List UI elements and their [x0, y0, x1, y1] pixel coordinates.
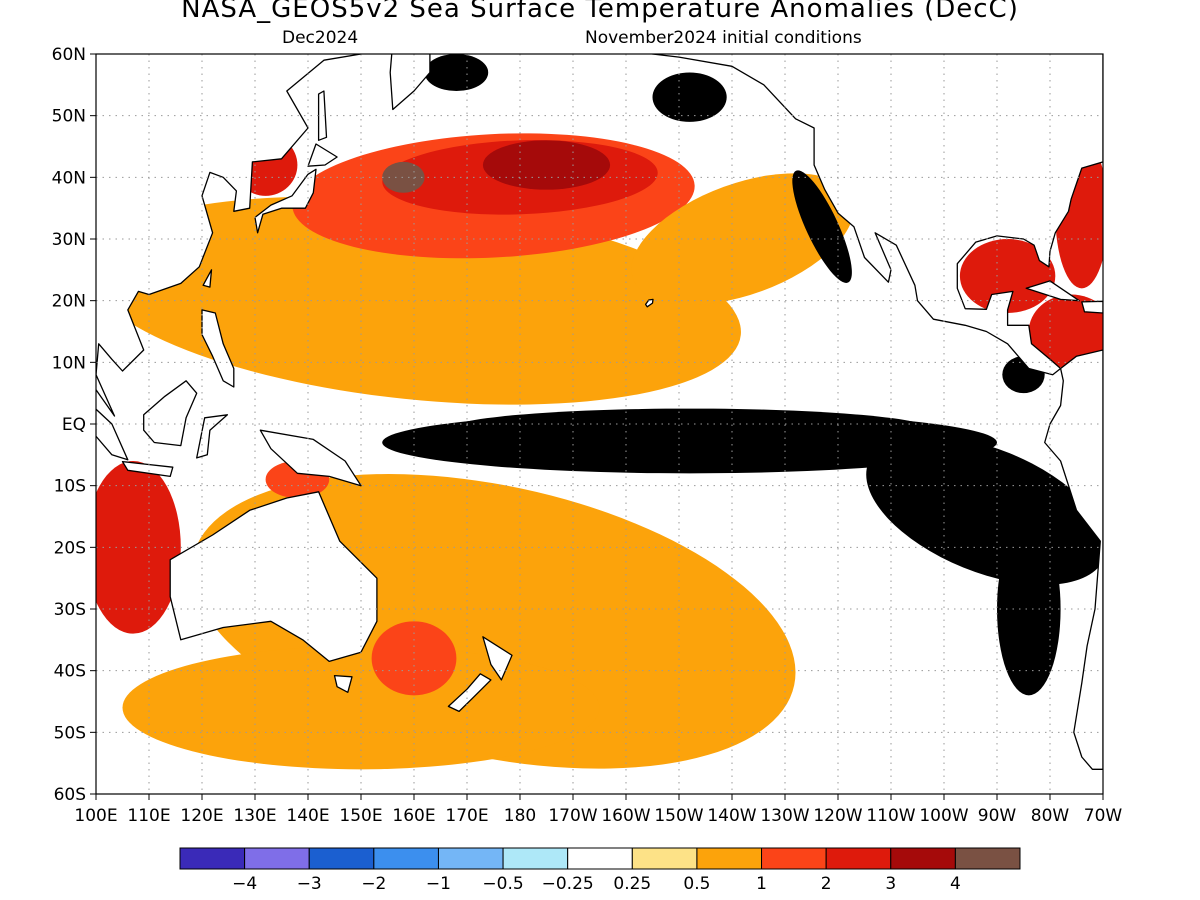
sumatra-land	[96, 408, 129, 461]
lon-label: 100E	[74, 806, 117, 826]
lat-label: 50S	[54, 723, 86, 743]
colorbar-label: −2	[361, 874, 386, 894]
kamchatka-land	[389, 54, 431, 111]
colorbar-swatch	[244, 847, 310, 870]
colorbar-swatch	[179, 847, 246, 870]
colorbar-swatch	[437, 847, 504, 870]
lat-label: 30S	[54, 600, 86, 620]
lon-label: 90W	[978, 806, 1017, 826]
map-title: NASA_GEOS5v2 Sea Surface Temperature Ano…	[181, 0, 1019, 24]
new-guinea-land	[259, 429, 362, 487]
colorbar-swatch	[696, 847, 763, 870]
lat-label: 60S	[54, 785, 86, 805]
colorbar-swatch	[631, 847, 698, 870]
colorbar-label: −3	[297, 874, 322, 894]
taiwan-land	[202, 269, 213, 288]
colorbar-label: −0.25	[542, 874, 594, 894]
lat-label: 40N	[52, 168, 86, 188]
lon-label: 170W	[548, 806, 597, 826]
sakhalin-land	[317, 90, 328, 141]
init-conditions-label: November2024 initial conditions	[585, 28, 862, 48]
lat-label: 40S	[54, 662, 86, 682]
new-zealand-north-land	[482, 636, 513, 681]
cuba-land	[1025, 280, 1080, 302]
lon-label: 150W	[654, 806, 703, 826]
anomaly-gulf-of-mexico-warm	[959, 239, 1056, 313]
map-frame	[95, 53, 1104, 795]
anomaly-indian-ocean-warm	[96, 461, 181, 634]
longitude-labels: 100E 110E 120E 130E 140E 150E 160E 170E 180 170W 1…	[74, 806, 1122, 826]
colorbar-label: −0.5	[482, 874, 523, 894]
new-zealand-south-land	[447, 673, 492, 713]
colorbar-swatch	[825, 847, 892, 870]
anomaly-tasman-warm	[371, 621, 457, 696]
colorbar-swatch	[502, 847, 569, 870]
sulawesi-land	[196, 414, 229, 459]
lon-label: 130E	[233, 806, 276, 826]
lat-label: 30N	[52, 230, 86, 250]
colorbar-swatch	[761, 847, 827, 870]
philippines-land	[201, 309, 235, 388]
java-land	[121, 460, 174, 478]
anomaly-north-pacific-core	[482, 140, 611, 190]
colorbar-label: −1	[426, 874, 451, 894]
lon-label: 130W	[760, 806, 809, 826]
lat-label: 20S	[54, 538, 86, 558]
lon-label: 120E	[180, 806, 223, 826]
lon-label: 70W	[1084, 806, 1123, 826]
colorbar-label: −4	[232, 874, 257, 894]
colorbar-label: 3	[885, 874, 896, 894]
colorbar-swatch	[890, 847, 956, 870]
anomaly-caribbean-warm	[1028, 294, 1103, 369]
borneo-land	[143, 380, 198, 447]
anomaly-california-current-cool	[792, 170, 852, 283]
anomaly-south-chile-cool	[997, 522, 1061, 696]
anomaly-bering-cool	[424, 54, 489, 91]
hawaii-land	[644, 298, 654, 308]
colorbar-label: 0.5	[683, 874, 710, 894]
lat-label: 10S	[54, 477, 86, 497]
japan-hokkaido-land	[307, 143, 338, 167]
colorbar-label: 1	[756, 874, 767, 894]
colorbar-label: 4	[950, 874, 961, 894]
lon-label: 80W	[1031, 806, 1070, 826]
grid-lines	[90, 53, 1104, 800]
colorbar-label: 2	[821, 874, 832, 894]
colorbar-swatch	[954, 847, 1021, 870]
lat-label: 10N	[52, 353, 86, 373]
lon-label: 180	[504, 806, 536, 826]
lat-label: 20N	[52, 292, 86, 312]
colorbar: −4 −3 −2 −1 −0.5 −0.25 0.25 0.5 1 2 3 4	[179, 847, 1021, 894]
asia-mainland-land	[96, 54, 362, 417]
japan-honshu-land	[254, 168, 317, 234]
colorbar-swatch	[567, 847, 633, 870]
anomaly-western-pacific-warm-pool	[96, 196, 741, 405]
lon-label: 160E	[392, 806, 435, 826]
lon-label: 160W	[601, 806, 650, 826]
lat-label: EQ	[62, 415, 86, 435]
lon-label: 120W	[813, 806, 862, 826]
lat-label: 60N	[52, 45, 86, 65]
anomaly-equatorial-colder	[615, 414, 849, 434]
latitude-labels: 60N 50N 40N 30N 20N 10N EQ 10S 20S 30S 40S 50S 60S	[52, 45, 86, 805]
lon-label: 100W	[919, 806, 968, 826]
lon-label: 170E	[445, 806, 488, 826]
colorbar-swatch	[373, 847, 439, 870]
lon-label: 140W	[707, 806, 756, 826]
hispaniola-land	[1081, 300, 1103, 314]
land-masses	[96, 54, 1103, 770]
lon-label: 140E	[286, 806, 329, 826]
lon-label: 110E	[127, 806, 170, 826]
lon-label: 110W	[866, 806, 915, 826]
lat-label: 50N	[52, 107, 86, 127]
south-america-land	[1044, 349, 1103, 770]
colorbar-swatch	[308, 847, 375, 870]
lon-label: 150E	[339, 806, 382, 826]
anomaly-gulf-of-alaska-cool	[652, 72, 727, 122]
tasmania-land	[333, 674, 353, 693]
colorbar-label: 0.25	[613, 874, 651, 894]
valid-month-label: Dec2024	[282, 28, 359, 48]
